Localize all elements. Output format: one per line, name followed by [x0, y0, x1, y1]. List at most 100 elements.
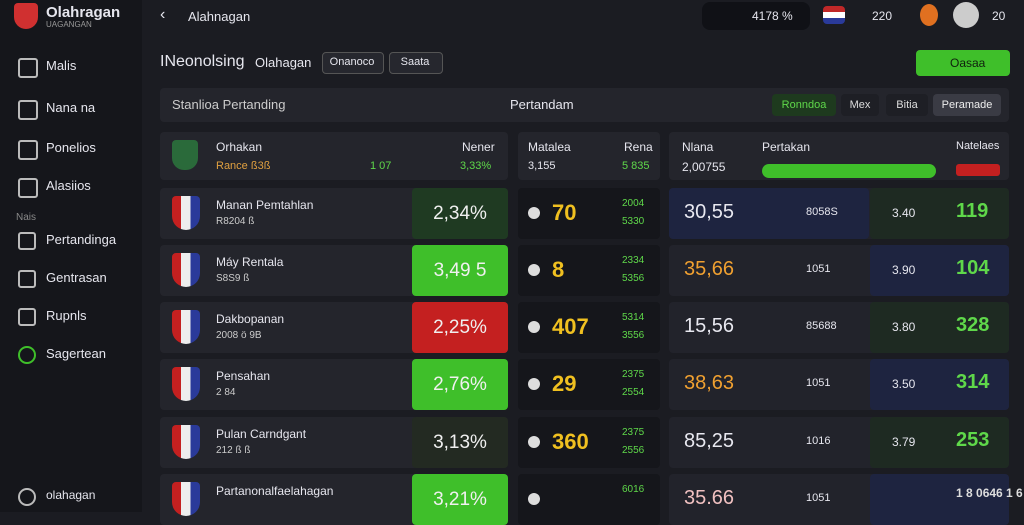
- avatar[interactable]: [953, 2, 979, 28]
- brand-name: Olahragan: [46, 4, 121, 21]
- filter-button[interactable]: [772, 94, 836, 116]
- code: 1016: [806, 435, 831, 447]
- num: 3.50: [892, 377, 916, 391]
- progress-bar: [956, 164, 1000, 176]
- row-middle[interactable]: [518, 188, 660, 239]
- pct-box[interactable]: [412, 188, 508, 239]
- nav-item[interactable]: Ponelios: [46, 140, 96, 155]
- pct-box[interactable]: [412, 245, 508, 296]
- action-button[interactable]: [916, 50, 1010, 76]
- big-value: 119: [956, 200, 989, 222]
- points: 20: [992, 9, 1006, 23]
- value: 30,55: [684, 201, 735, 223]
- nav-item[interactable]: Sagertean: [46, 346, 106, 361]
- filter-button[interactable]: [841, 94, 879, 116]
- pct-box[interactable]: [412, 417, 508, 468]
- score: 8: [552, 257, 565, 282]
- ball-icon: [528, 493, 540, 505]
- flag[interactable]: [823, 6, 845, 24]
- row-middle[interactable]: [518, 302, 660, 353]
- row-middle[interactable]: [518, 359, 660, 410]
- nav-item[interactable]: Alasiios: [46, 178, 91, 193]
- filter-button-label[interactable]: Mex: [849, 99, 871, 111]
- big-value: 104: [956, 257, 990, 279]
- value: 35,66: [684, 258, 735, 280]
- nav-item[interactable]: Malis: [46, 58, 77, 73]
- nav-icon: [18, 346, 36, 364]
- team-logo: [172, 253, 200, 287]
- score: 70: [552, 200, 577, 225]
- filter-button[interactable]: [933, 94, 1001, 116]
- row-middle[interactable]: [518, 245, 660, 296]
- big-value: 253: [956, 429, 990, 451]
- code: 8058S: [806, 206, 838, 218]
- nav-icon: [18, 178, 38, 198]
- tab[interactable]: [389, 52, 443, 74]
- big-value: 314: [956, 371, 990, 393]
- odds-top: 6016: [622, 484, 645, 495]
- team-name: Pulan Carndgant: [216, 427, 307, 441]
- action-label: Oasaa: [950, 56, 986, 70]
- row-right-end: [870, 359, 1009, 410]
- ball-icon: [528, 207, 540, 219]
- nav-footer[interactable]: olahagan: [46, 488, 96, 502]
- row-right-end: [870, 417, 1009, 468]
- back-icon[interactable]: ‹: [160, 6, 166, 23]
- filter-button-label[interactable]: Bitia: [896, 99, 918, 111]
- nav-item[interactable]: Rupnls: [46, 308, 87, 323]
- pct: 3,13%: [433, 432, 487, 453]
- nav-item[interactable]: Nana na: [46, 100, 96, 115]
- tab[interactable]: [322, 52, 384, 74]
- nav-icon: [18, 488, 36, 506]
- num: 3.80: [892, 320, 916, 334]
- team-logo: [172, 482, 200, 516]
- header-title: INeonolsing: [160, 53, 245, 70]
- sidebar: [0, 0, 142, 512]
- filter-button-label[interactable]: Peramade: [941, 99, 993, 111]
- notify-icon[interactable]: [920, 4, 938, 26]
- team-logo: [172, 310, 200, 344]
- nav-item[interactable]: Pertandinga: [46, 232, 117, 247]
- pct: 3,49 5: [433, 260, 487, 281]
- col-sub: Rance ß3ß: [216, 160, 271, 172]
- filter-dropdown[interactable]: Pertandam: [510, 97, 574, 112]
- code: 1051: [806, 263, 831, 275]
- odds-bottom: 5330: [622, 216, 645, 227]
- odds-top: 2375: [622, 427, 645, 438]
- row-right-end: [870, 188, 1009, 239]
- nav-item[interactable]: Gentrasan: [46, 270, 107, 285]
- filter-label: Stanlioa Pertanding: [172, 97, 286, 112]
- page-title: Alahnagan: [188, 9, 251, 24]
- balance-box[interactable]: [702, 2, 810, 30]
- odds-top: 2004: [622, 198, 645, 209]
- code: 1051: [806, 377, 831, 389]
- nav-section: Nais: [16, 212, 37, 223]
- pct-box[interactable]: [412, 359, 508, 410]
- pct-box[interactable]: [412, 302, 508, 353]
- col-pct: 3,33%: [460, 160, 492, 172]
- logo: [14, 3, 38, 29]
- filter-button[interactable]: [886, 94, 928, 116]
- col-head: Pertakan: [762, 140, 811, 154]
- count: 220: [872, 9, 893, 23]
- balance: 4178 %: [752, 9, 793, 23]
- progress-bar: [762, 164, 936, 178]
- filter-button-label[interactable]: Ronndoa: [781, 99, 827, 111]
- team-sub: S8S9 ß: [216, 273, 250, 284]
- tab-label[interactable]: Saata: [400, 56, 430, 68]
- tab-label[interactable]: Onanoco: [329, 56, 375, 68]
- col-head: Nener: [462, 140, 495, 154]
- nav-icon: [18, 100, 38, 120]
- odds-top: 5314: [622, 312, 645, 323]
- team-logo: [172, 367, 200, 401]
- nav-icon: [18, 308, 36, 326]
- nav-icon: [18, 270, 36, 288]
- code: 85688: [806, 320, 837, 332]
- brand-tagline: UAGANGAN: [46, 20, 92, 29]
- team-name: Pensahan: [216, 369, 271, 383]
- row-right-end: [870, 245, 1009, 296]
- ball-icon: [528, 321, 540, 333]
- odds-bottom: 2556: [622, 445, 645, 456]
- row-middle[interactable]: [518, 417, 660, 468]
- col-name: Orhakan: [216, 140, 263, 154]
